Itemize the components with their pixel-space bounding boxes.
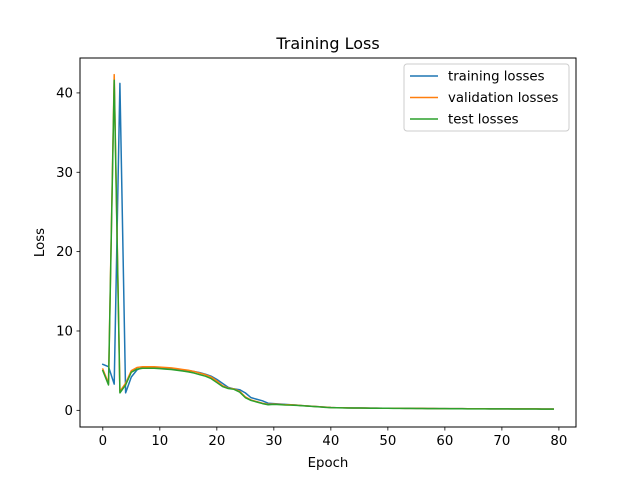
x-tick-label-3: 30 — [265, 434, 282, 449]
legend-label-1: validation losses — [448, 91, 559, 106]
plot-area — [79, 57, 577, 428]
legend-box — [403, 63, 570, 132]
x-tick-label-4: 40 — [322, 434, 339, 449]
x-tick-label-6: 60 — [436, 434, 453, 449]
x-axis: 0 10 20 30 40 50 60 70 80 — [99, 427, 567, 449]
y-tick-label-2: 20 — [56, 245, 73, 260]
y-tick-label-3: 30 — [56, 166, 73, 181]
series-line-2 — [101, 79, 554, 410]
y-axis: 0 10 20 30 40 — [56, 86, 80, 419]
y-tick-label-4: 40 — [56, 86, 73, 101]
x-tick-label-2: 20 — [208, 434, 225, 449]
legend-label-2: test losses — [448, 113, 519, 128]
x-tick-label-7: 70 — [493, 434, 510, 449]
legend: training losses validation losses test los… — [403, 63, 570, 132]
x-axis-label: Epoch — [308, 456, 349, 471]
y-axis-label: Loss — [33, 228, 48, 257]
x-tick-label-5: 50 — [379, 434, 396, 449]
y-tick-label-1: 10 — [56, 324, 73, 339]
x-tick-label-1: 10 — [151, 434, 168, 449]
y-tick-label-0: 0 — [65, 404, 73, 419]
chart-title: Training Loss — [275, 34, 379, 53]
x-tick-label-8: 80 — [550, 434, 567, 449]
series-layer — [101, 73, 554, 410]
axes-frame — [79, 57, 577, 428]
x-tick-label-0: 0 — [99, 434, 107, 449]
legend-label-0: training losses — [448, 70, 545, 85]
